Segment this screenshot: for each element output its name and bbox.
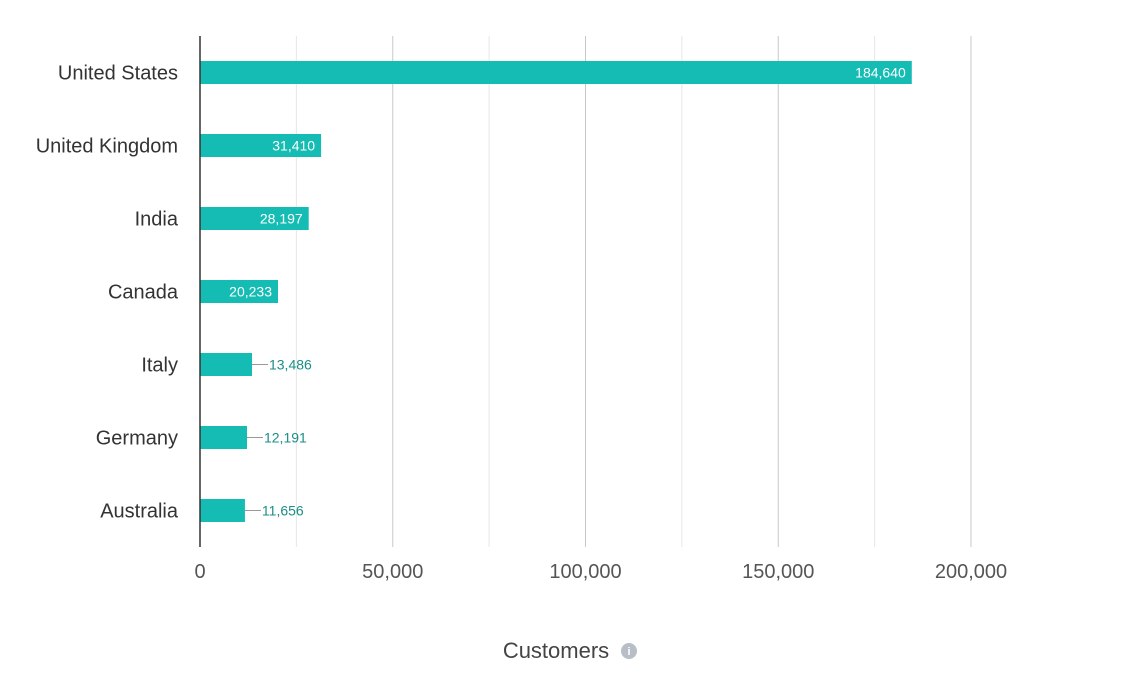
bars — [200, 61, 912, 522]
value-label: 20,233 — [229, 284, 272, 300]
svg-text:i: i — [627, 646, 630, 658]
bar[interactable] — [200, 426, 247, 449]
category-label: Australia — [100, 501, 179, 523]
value-label: 11,656 — [262, 503, 304, 519]
x-tick-label: 50,000 — [362, 561, 423, 583]
bar[interactable] — [200, 499, 245, 522]
info-icon[interactable]: i — [621, 643, 637, 659]
value-label: 31,410 — [272, 138, 315, 154]
category-label: Germany — [96, 428, 178, 450]
category-label: Italy — [141, 355, 178, 377]
category-labels: United States United Kingdom India Canada It… — [36, 63, 179, 523]
category-label: United States — [58, 63, 178, 85]
category-label: Canada — [108, 282, 179, 304]
value-labels: 184,640 31,410 28,197 20,233 13,486 12,191 11,… — [229, 65, 906, 519]
bar[interactable] — [200, 207, 309, 230]
category-label: United Kingdom — [36, 136, 178, 158]
value-label: 184,640 — [855, 65, 906, 81]
bar[interactable] — [200, 134, 322, 157]
value-label: 28,197 — [260, 211, 303, 227]
x-tick-label: 200,000 — [935, 561, 1007, 583]
bar[interactable] — [200, 353, 252, 376]
x-axis-title-group: Customers i — [503, 638, 637, 663]
category-label: India — [135, 209, 179, 231]
value-label: 13,486 — [269, 357, 312, 373]
bar[interactable] — [200, 280, 278, 303]
value-label: 12,191 — [264, 430, 307, 446]
x-tick-label: 0 — [194, 561, 205, 583]
x-tick-labels: 0 50,000 100,000 150,000 200,000 — [194, 561, 1007, 583]
x-axis-title: Customers — [503, 638, 609, 663]
bar[interactable] — [200, 61, 912, 84]
x-tick-label: 150,000 — [742, 561, 814, 583]
x-tick-label: 100,000 — [549, 561, 621, 583]
gridlines — [295, 36, 972, 547]
